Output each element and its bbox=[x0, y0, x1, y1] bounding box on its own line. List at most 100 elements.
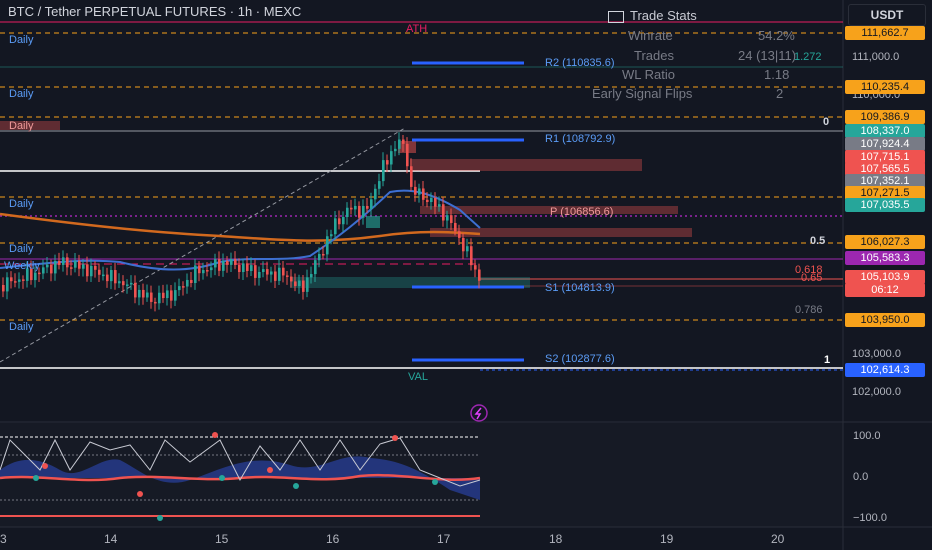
candle-body bbox=[458, 231, 461, 238]
candle-body bbox=[130, 282, 133, 285]
trade-stats-title-row: Trade Stats bbox=[608, 8, 697, 23]
candle-body bbox=[402, 139, 405, 144]
daily-label: Daily bbox=[9, 243, 34, 255]
osc-tick: 100.0 bbox=[853, 430, 881, 442]
candle-body bbox=[370, 199, 373, 209]
candle-body bbox=[114, 270, 117, 284]
candle-body bbox=[162, 292, 165, 299]
candle-body bbox=[30, 268, 33, 281]
stat-label: Trades bbox=[634, 48, 674, 63]
candles bbox=[2, 132, 481, 312]
candle-body bbox=[50, 264, 53, 274]
fib-1-label: 1 bbox=[824, 354, 831, 366]
candle-body bbox=[226, 260, 229, 265]
fib-0618-label: 0.618 bbox=[795, 264, 823, 276]
fib-05-label: 0.5 bbox=[810, 235, 826, 247]
candle-body bbox=[366, 205, 369, 209]
candle-body bbox=[242, 263, 245, 273]
candle-body bbox=[350, 207, 353, 210]
p-label: P (106856.6) bbox=[550, 206, 614, 218]
symbol-title[interactable]: BTC / Tether PERPETUAL FUTURES · 1h · ME… bbox=[8, 4, 302, 19]
candle-body bbox=[442, 204, 445, 221]
candle-body bbox=[170, 290, 173, 301]
candle-body bbox=[294, 281, 297, 287]
price-tick: 103,000.0 bbox=[852, 348, 901, 360]
candle-body bbox=[314, 260, 317, 275]
candle-body bbox=[194, 265, 197, 284]
candle-body bbox=[134, 282, 137, 298]
candle-body bbox=[14, 281, 17, 283]
candle-body bbox=[298, 280, 301, 287]
stat-extra: 1.272 bbox=[794, 51, 822, 63]
candle-body bbox=[254, 265, 257, 278]
candle-body bbox=[330, 234, 333, 237]
price-tag: 106,027.3 bbox=[845, 235, 925, 249]
candle-body bbox=[166, 290, 169, 299]
candle-body bbox=[86, 264, 89, 277]
candle-body bbox=[342, 217, 345, 225]
price-tick: 111,000.0 bbox=[852, 51, 900, 63]
candle-body bbox=[334, 218, 337, 235]
candle-body bbox=[22, 279, 25, 281]
candle-body bbox=[150, 292, 153, 302]
candle-body bbox=[326, 236, 329, 255]
price-tag: 105,103.9 bbox=[845, 270, 925, 284]
supply-zone-3 bbox=[430, 228, 692, 237]
candle-body bbox=[110, 270, 113, 282]
daily-levels bbox=[0, 32, 843, 321]
candle-body bbox=[234, 259, 237, 265]
candle-body bbox=[302, 280, 305, 292]
daily-box bbox=[0, 121, 60, 130]
s2-label: S2 (102877.6) bbox=[545, 353, 615, 365]
candle-body bbox=[450, 215, 453, 223]
currency-button[interactable]: USDT bbox=[848, 4, 926, 26]
candle-body bbox=[222, 260, 225, 271]
candle-body bbox=[174, 290, 177, 301]
trade-stats-icon bbox=[608, 10, 624, 23]
time-tick: 14 bbox=[104, 532, 118, 546]
stat-label: Early Signal Flips bbox=[592, 86, 693, 101]
candle-body bbox=[102, 274, 105, 277]
candle-body bbox=[58, 260, 61, 265]
alert-icon[interactable] bbox=[470, 404, 488, 422]
fib-065-label: 0.65 bbox=[801, 272, 823, 284]
trade-stats-title: Trade Stats bbox=[630, 8, 697, 23]
candle-body bbox=[178, 286, 181, 291]
osc-signal bbox=[0, 473, 481, 482]
daily-label: Daily bbox=[9, 198, 34, 210]
candle-body bbox=[274, 271, 277, 281]
price-tag: 102,614.3 bbox=[845, 363, 925, 377]
candle-body bbox=[126, 284, 129, 286]
candle-body bbox=[474, 265, 477, 270]
price-tag: 107,715.1 bbox=[845, 150, 925, 164]
fib-0786-label: 0.786 bbox=[795, 304, 823, 316]
candle-body bbox=[454, 222, 457, 232]
candle-body bbox=[70, 267, 73, 269]
candle-body bbox=[286, 275, 289, 277]
osc-tick: 0.0 bbox=[853, 471, 869, 483]
candle-body bbox=[6, 277, 9, 292]
candle-body bbox=[26, 268, 29, 281]
time-tick: 16 bbox=[326, 532, 340, 546]
candle-body bbox=[310, 274, 313, 278]
osc-tick: −100.0 bbox=[853, 512, 887, 524]
price-tag: 06:12 bbox=[845, 283, 925, 297]
r1-label: R1 (108792.9) bbox=[545, 133, 616, 145]
candle-body bbox=[74, 260, 77, 268]
candle-body bbox=[210, 267, 213, 271]
candle-body bbox=[466, 246, 469, 252]
candle-body bbox=[202, 270, 205, 274]
candle-body bbox=[358, 205, 361, 218]
price-tag: 107,565.5 bbox=[845, 162, 925, 176]
stat-label: Winrate bbox=[628, 28, 673, 43]
candle-body bbox=[158, 292, 161, 304]
candle-body bbox=[378, 181, 381, 189]
price-tag: 107,924.4 bbox=[845, 137, 925, 151]
candle-body bbox=[182, 286, 185, 288]
candle-body bbox=[266, 269, 269, 275]
candle-body bbox=[66, 257, 69, 268]
daily-label: Daily bbox=[9, 120, 34, 132]
candle-body bbox=[382, 160, 385, 182]
time-tick: 18 bbox=[549, 532, 563, 546]
